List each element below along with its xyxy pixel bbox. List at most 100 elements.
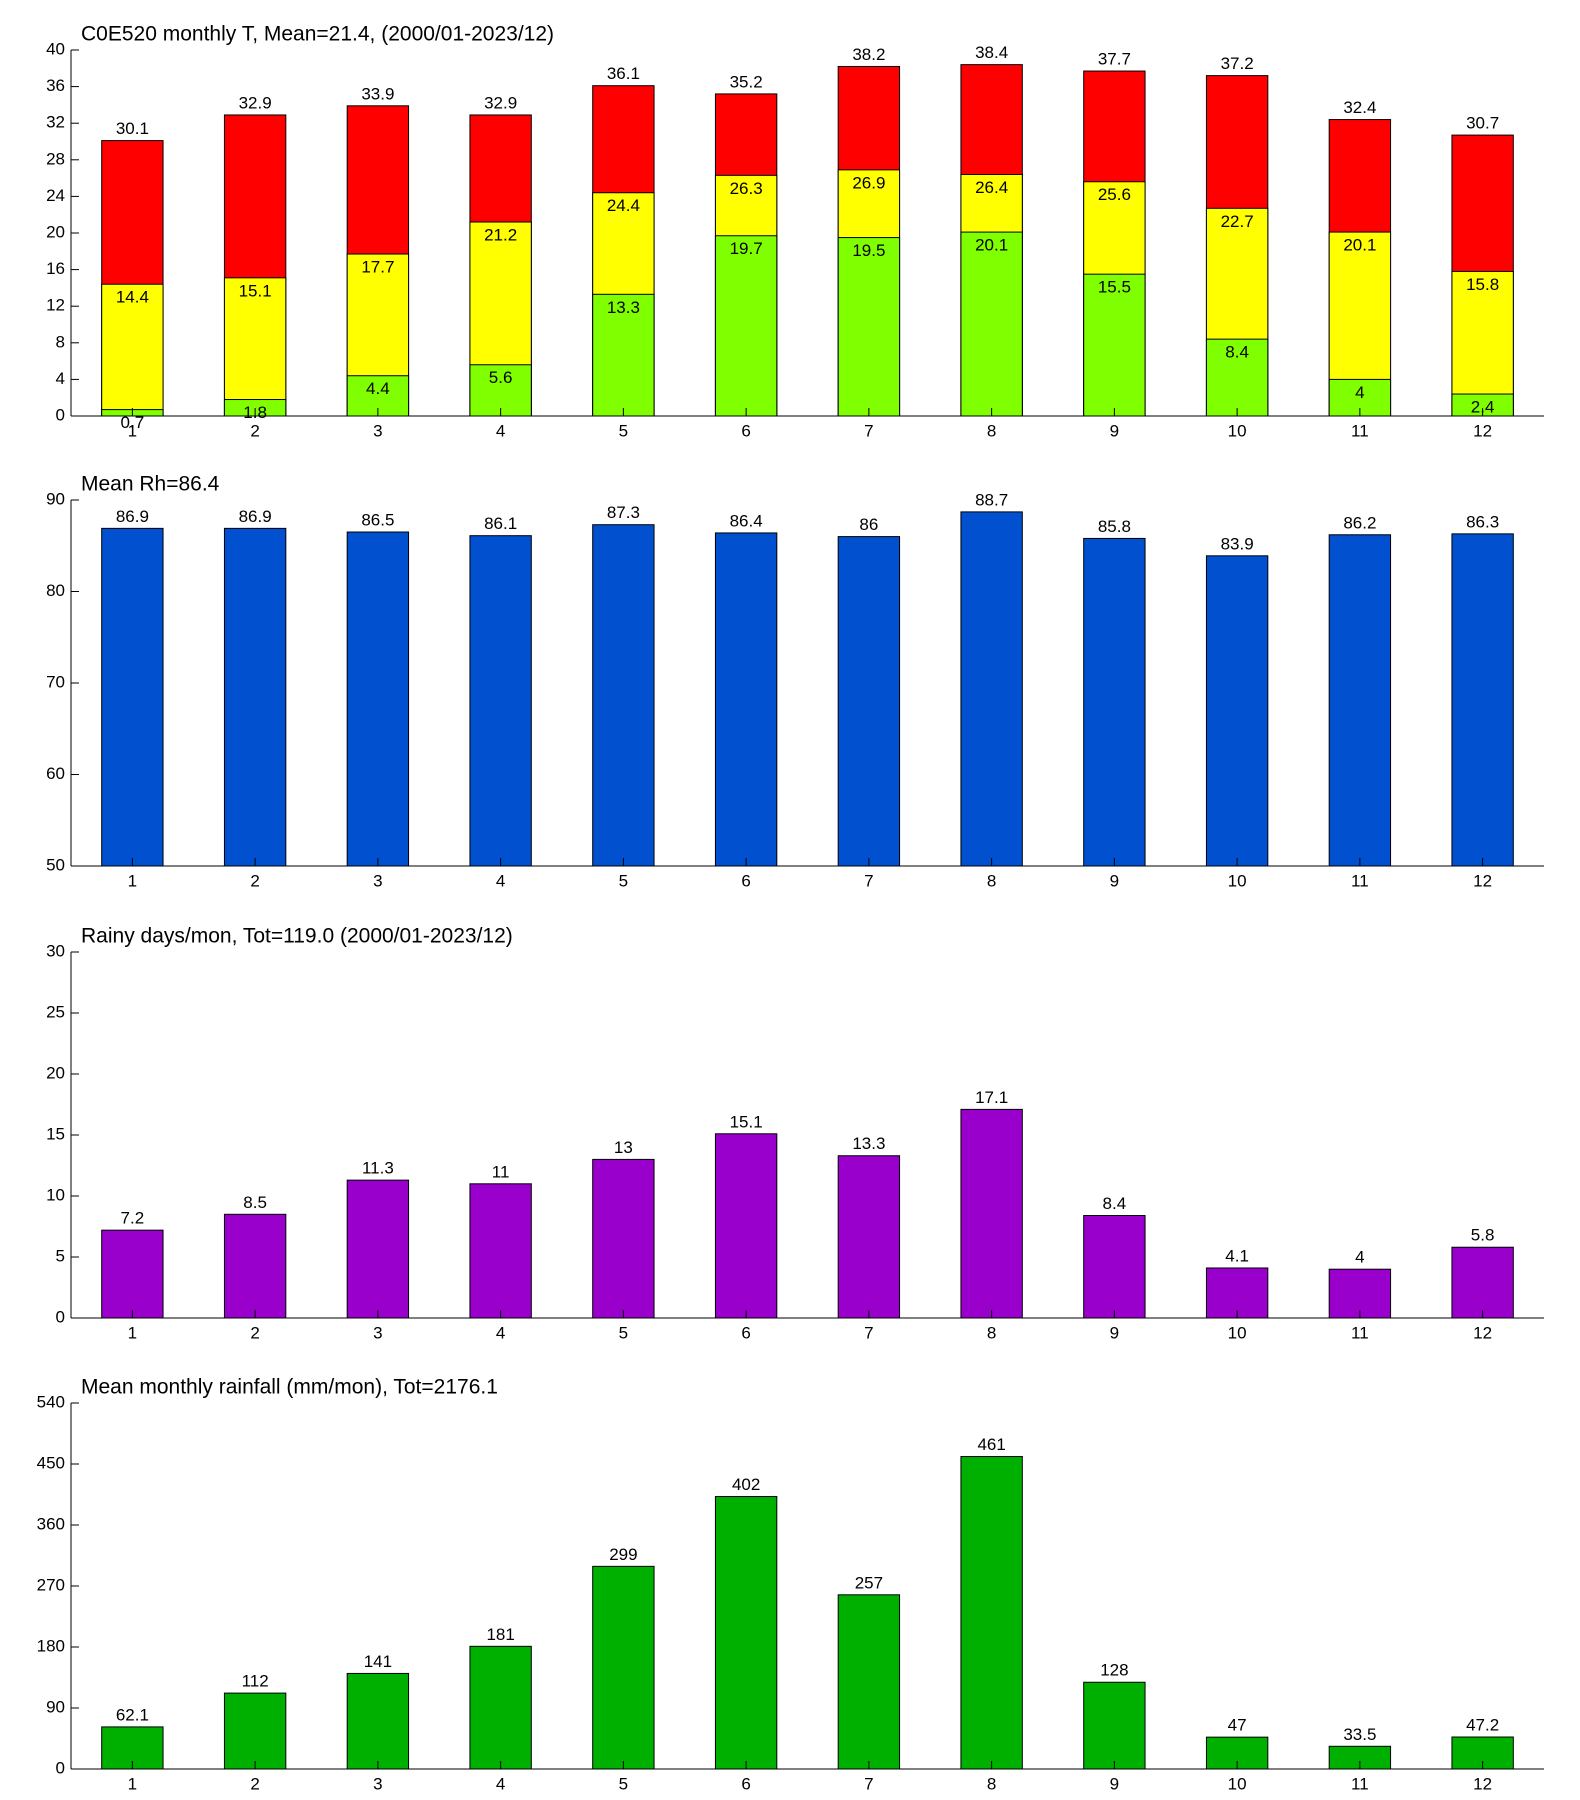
x-tick-label: 10 (1228, 1774, 1247, 1793)
value-label: 26.3 (730, 179, 763, 198)
value-label: 26.4 (975, 178, 1008, 197)
bar (1205, 555, 1269, 867)
bar (346, 1672, 410, 1770)
bar (837, 536, 901, 867)
value-label: 38.2 (852, 45, 885, 64)
y-tick-label: 8 (56, 332, 65, 351)
value-label: 83.9 (1221, 534, 1254, 553)
y-tick-label: 5 (56, 1246, 65, 1265)
bar (223, 527, 287, 867)
x-tick-label: 9 (1110, 1323, 1119, 1342)
bar (469, 535, 532, 867)
value-label: 35.2 (730, 72, 763, 91)
y-tick-label: 50 (46, 855, 65, 874)
value-label: 402 (732, 1475, 760, 1494)
y-tick-label: 0 (56, 1307, 65, 1326)
value-label: 8.4 (1225, 343, 1249, 362)
value-label: 4.1 (1225, 1246, 1249, 1265)
value-label: 20.1 (975, 236, 1008, 255)
value-label: 17.7 (361, 258, 394, 277)
y-tick-label: 70 (46, 672, 65, 691)
value-label: 8.5 (243, 1193, 267, 1212)
bar (1205, 1267, 1269, 1319)
value-label: 86.9 (239, 507, 272, 526)
bar (1083, 537, 1146, 867)
value-label: 15.1 (239, 281, 272, 300)
y-tick-label: 20 (46, 222, 65, 241)
x-tick-label: 7 (864, 1774, 873, 1793)
bar (714, 1133, 778, 1319)
x-tick-label: 3 (373, 421, 382, 440)
value-label: 141 (364, 1652, 392, 1671)
x-tick-label: 6 (741, 421, 750, 440)
value-label: 19.7 (730, 239, 763, 258)
value-label: 86.3 (1466, 512, 1499, 531)
y-tick-label: 40 (46, 39, 65, 58)
bar (1328, 534, 1392, 867)
y-tick-label: 24 (46, 186, 65, 205)
x-tick-label: 8 (987, 1774, 996, 1793)
value-label: 87.3 (607, 503, 640, 522)
x-tick-label: 5 (619, 421, 628, 440)
x-tick-label: 12 (1473, 871, 1492, 890)
x-tick-label: 3 (373, 1774, 382, 1793)
x-tick-label: 3 (373, 871, 382, 890)
bar (1328, 378, 1392, 417)
value-label: 22.7 (1221, 212, 1254, 231)
x-tick-label: 2 (250, 1774, 259, 1793)
bar (592, 1565, 655, 1770)
bar (592, 524, 655, 867)
x-tick-label: 12 (1473, 421, 1492, 440)
value-label: 32.9 (239, 93, 272, 112)
value-label: 15.1 (730, 1112, 763, 1131)
bar (1451, 1246, 1514, 1319)
x-tick-label: 2 (250, 871, 259, 890)
value-label: 30.7 (1466, 114, 1499, 133)
value-label: 47 (1228, 1716, 1247, 1735)
x-tick-label: 11 (1351, 871, 1369, 890)
y-tick-label: 32 (46, 113, 65, 132)
x-tick-label: 3 (373, 1323, 382, 1342)
y-tick-label: 15 (46, 1124, 65, 1143)
x-tick-label: 6 (741, 1323, 750, 1342)
value-label: 257 (855, 1573, 883, 1592)
x-tick-label: 1 (128, 1774, 137, 1793)
value-label: 15.8 (1466, 275, 1499, 294)
y-tick-label: 90 (46, 489, 65, 508)
value-label: 13.3 (852, 1134, 885, 1153)
x-tick-label: 1 (128, 1323, 137, 1342)
x-tick-label: 4 (496, 871, 505, 890)
x-tick-label: 7 (864, 871, 873, 890)
x-tick-label: 11 (1351, 1774, 1369, 1793)
x-tick-label: 8 (987, 871, 996, 890)
value-label: 25.6 (1098, 185, 1131, 204)
value-label: 24.4 (607, 196, 640, 215)
y-tick-label: 0 (56, 405, 65, 424)
y-tick-label: 36 (46, 76, 65, 95)
bar (101, 527, 164, 867)
y-tick-label: 28 (46, 149, 65, 168)
x-tick-label: 11 (1351, 421, 1369, 440)
value-label: 112 (242, 1672, 269, 1691)
y-tick-label: 30 (46, 941, 65, 960)
bar (714, 235, 778, 417)
value-label: 13.3 (607, 298, 640, 317)
x-tick-label: 5 (619, 1774, 628, 1793)
y-tick-label: 12 (46, 296, 65, 315)
chart-title: Mean Rh=86.4 (81, 473, 220, 496)
value-label: 37.2 (1221, 54, 1254, 73)
value-label: 5.6 (489, 368, 513, 387)
x-tick-label: 2 (250, 421, 259, 440)
chart-title: Mean monthly rainfall (mm/mon), Tot=2176… (81, 1376, 498, 1399)
value-label: 0.7 (121, 413, 145, 432)
value-label: 26.9 (852, 173, 885, 192)
bar (960, 1456, 1023, 1770)
bar (1083, 273, 1146, 417)
x-tick-label: 6 (741, 871, 750, 890)
value-label: 30.1 (116, 119, 149, 138)
x-tick-label: 6 (741, 1774, 750, 1793)
y-tick-label: 450 (37, 1453, 65, 1472)
value-label: 20.1 (1343, 236, 1376, 255)
bar (714, 532, 778, 867)
